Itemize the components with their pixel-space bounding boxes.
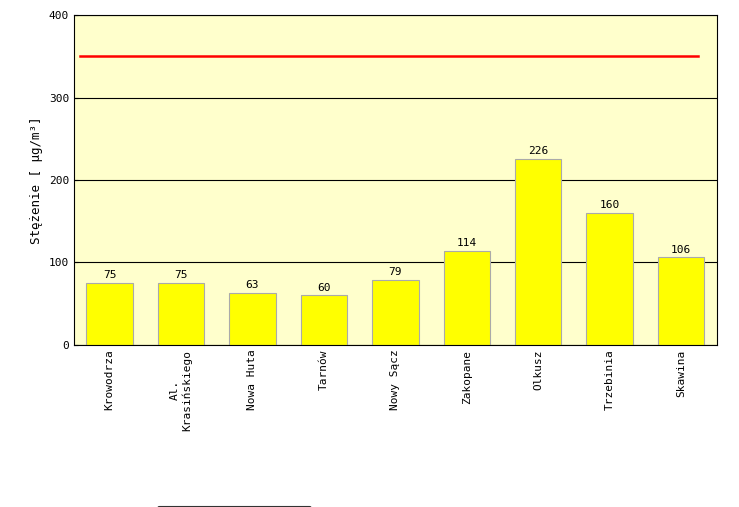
Text: 106: 106 [671,245,691,255]
Bar [515,159,562,345]
Bar [229,293,276,345]
Y-axis label: Stężenie [ μg/m³]: Stężenie [ μg/m³] [30,116,44,244]
Text: 75: 75 [174,271,188,280]
Text: 114: 114 [457,238,477,248]
Bar [443,251,490,345]
Bar [86,283,133,345]
Bar [158,283,204,345]
Text: 79: 79 [389,267,402,277]
Text: 60: 60 [317,283,330,293]
Bar [587,213,633,345]
Text: 160: 160 [599,200,620,210]
Bar [372,280,418,345]
Text: 75: 75 [103,271,116,280]
Legend: maksimum, LV: maksimum, LV [157,506,311,507]
Text: 63: 63 [246,280,259,291]
Text: 226: 226 [528,146,548,156]
Bar [658,258,704,345]
Bar [301,295,347,345]
